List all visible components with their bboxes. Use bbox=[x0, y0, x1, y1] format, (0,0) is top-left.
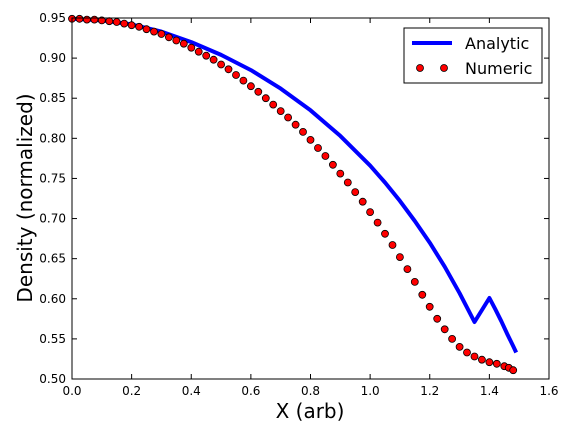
series-numeric-point bbox=[395, 253, 404, 262]
series-numeric-point bbox=[477, 355, 486, 364]
legend: Analytic Numeric bbox=[403, 27, 543, 84]
legend-analytic-label: Analytic bbox=[465, 34, 529, 53]
legend-numeric-label: Numeric bbox=[465, 59, 532, 78]
series-numeric-point bbox=[209, 55, 218, 64]
y-tick-label: 0.95 bbox=[39, 11, 66, 25]
series-numeric-point bbox=[97, 16, 106, 25]
series-numeric-point bbox=[291, 120, 300, 129]
series-numeric-point bbox=[269, 100, 278, 109]
series-numeric-point bbox=[509, 366, 518, 375]
series-numeric-point bbox=[127, 21, 136, 30]
y-tick-label: 0.80 bbox=[39, 131, 66, 145]
y-tick-label: 0.50 bbox=[39, 372, 66, 386]
series-numeric-point bbox=[254, 87, 263, 96]
series-numeric-point bbox=[179, 39, 188, 48]
series-numeric-point bbox=[224, 65, 233, 74]
axis-layer: 0.0 0.2 0.4 0.6 0.8 1.0 1.2 1.4 1.6 0.50 0.55 0.60 0… bbox=[39, 11, 558, 398]
series-numeric-point bbox=[410, 277, 419, 286]
series-numeric-point bbox=[105, 17, 114, 26]
y-tick-label: 0.90 bbox=[39, 51, 66, 65]
series-numeric-point bbox=[120, 19, 129, 28]
series-numeric-point bbox=[306, 135, 315, 144]
x-tick-label: 0.6 bbox=[241, 384, 260, 398]
series-numeric-point bbox=[314, 144, 322, 152]
series-numeric-point bbox=[239, 76, 248, 85]
series-numeric-point bbox=[142, 25, 151, 34]
series-numeric-point bbox=[202, 51, 211, 60]
series-numeric-point bbox=[217, 60, 226, 69]
y-tick-label: 0.75 bbox=[39, 171, 66, 185]
series-numeric-point bbox=[232, 71, 240, 79]
y-axis-label: Density (normalized) bbox=[13, 93, 37, 302]
series-numeric-point bbox=[150, 27, 158, 36]
series-numeric-point bbox=[157, 30, 166, 38]
series-layer bbox=[68, 14, 519, 375]
series-numeric-point bbox=[299, 127, 307, 136]
plot-frame bbox=[71, 17, 550, 380]
legend-numeric-marker-2 bbox=[440, 64, 448, 72]
series-numeric-point bbox=[358, 197, 367, 206]
series-numeric-point bbox=[448, 334, 457, 343]
series-numeric-point bbox=[455, 342, 464, 351]
series-numeric-point bbox=[75, 14, 84, 23]
series-numeric-point bbox=[261, 94, 270, 103]
x-tick-label: 0.0 bbox=[62, 384, 81, 398]
series-numeric-point bbox=[403, 265, 412, 274]
series-numeric-point bbox=[366, 208, 375, 217]
legend-numeric-marker-1 bbox=[416, 64, 424, 72]
series-numeric-point bbox=[187, 43, 196, 52]
legend-frame bbox=[403, 27, 543, 84]
series-numeric-point bbox=[440, 325, 449, 334]
y-tick-label: 0.65 bbox=[39, 252, 66, 266]
y-tick-label: 0.85 bbox=[39, 91, 66, 105]
y-tick-label: 0.60 bbox=[39, 292, 66, 306]
series-numeric-point bbox=[373, 218, 382, 227]
series-numeric-point bbox=[246, 82, 255, 91]
series-numeric-point bbox=[485, 358, 494, 367]
series-numeric-point bbox=[388, 241, 397, 249]
series-numeric-point bbox=[381, 229, 389, 238]
x-tick-label: 0.8 bbox=[301, 384, 320, 398]
series-numeric-point bbox=[172, 36, 181, 45]
x-tick-label: 0.2 bbox=[122, 384, 141, 398]
series-numeric-point bbox=[418, 290, 427, 299]
series-numeric-point bbox=[463, 348, 471, 357]
series-analytic-line bbox=[71, 16, 519, 354]
y-tick-label: 0.55 bbox=[39, 332, 66, 346]
series-numeric-point bbox=[276, 107, 285, 115]
x-tick-label: 1.6 bbox=[539, 384, 558, 398]
y-tick-label: 0.70 bbox=[39, 212, 66, 226]
series-numeric-point bbox=[284, 113, 293, 122]
series-numeric-point bbox=[470, 352, 479, 361]
series-numeric-point bbox=[83, 15, 91, 24]
series-numeric-point bbox=[328, 160, 337, 169]
series-numeric-point bbox=[433, 314, 442, 323]
x-axis-label: X (arb) bbox=[276, 399, 345, 423]
series-numeric-point bbox=[321, 152, 330, 160]
x-tick-label: 0.4 bbox=[182, 384, 201, 398]
x-tick-label: 1.4 bbox=[480, 384, 499, 398]
series-numeric-point bbox=[343, 178, 352, 187]
x-tick-label: 1.0 bbox=[361, 384, 380, 398]
series-numeric-point bbox=[425, 302, 434, 311]
series-numeric-point bbox=[90, 15, 99, 24]
series-numeric-point bbox=[164, 33, 173, 42]
x-tick-label: 1.2 bbox=[420, 384, 439, 398]
series-numeric-point bbox=[135, 22, 144, 31]
series-numeric-point bbox=[351, 188, 360, 197]
series-numeric-point bbox=[336, 169, 345, 178]
series-numeric-point bbox=[112, 18, 121, 26]
series-numeric-point bbox=[194, 47, 203, 56]
series-numeric-point bbox=[492, 359, 501, 368]
